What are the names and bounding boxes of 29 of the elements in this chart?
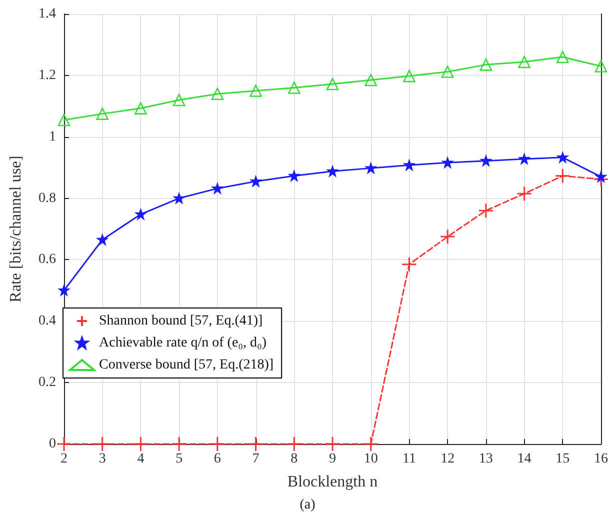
y-tick-label: 1.4 [38,6,56,22]
x-tick-label: 3 [98,452,106,466]
x-tick-label: 9 [329,452,336,466]
legend-label: Shannon bound [57, Eq.(41)] [99,314,263,328]
y-tick-label: 0.8 [38,190,56,206]
y-tick-label: 0.6 [38,252,56,268]
y-axis-title: Rate [bits/channel use] [8,156,24,302]
text: (a) [300,498,316,512]
y-tick-label: 1.2 [38,68,56,83]
y-tick-label: 0.2 [38,375,56,390]
x-tick-label: 5 [176,452,183,466]
x-tick-label: 12 [440,452,455,466]
x-tick-label: 7 [252,452,260,466]
x-tick-label: 2 [60,452,68,466]
x-tick-label: 10 [364,452,378,466]
x-tick-label: 15 [556,452,570,466]
x-tick-label: 16 [594,452,608,466]
legend-label: Achievable rate q/n of (e₀, d₀) [99,336,267,350]
x-tick-label: 13 [478,452,493,466]
x-axis-title: Blocklength n [287,474,378,490]
legend-label: Converse bound [57, Eq.(218)] [99,358,274,372]
y-tick-label: 1 [49,129,56,144]
x-tick-label: 11 [402,452,416,466]
x-tick-label: 14 [517,452,532,466]
y-tick-label: 0 [49,436,56,452]
x-tick-label: 8 [290,452,298,466]
y-tick-label: 0.4 [38,314,56,329]
x-tick-label: 6 [214,452,221,466]
x-tick-label: 4 [137,452,144,466]
